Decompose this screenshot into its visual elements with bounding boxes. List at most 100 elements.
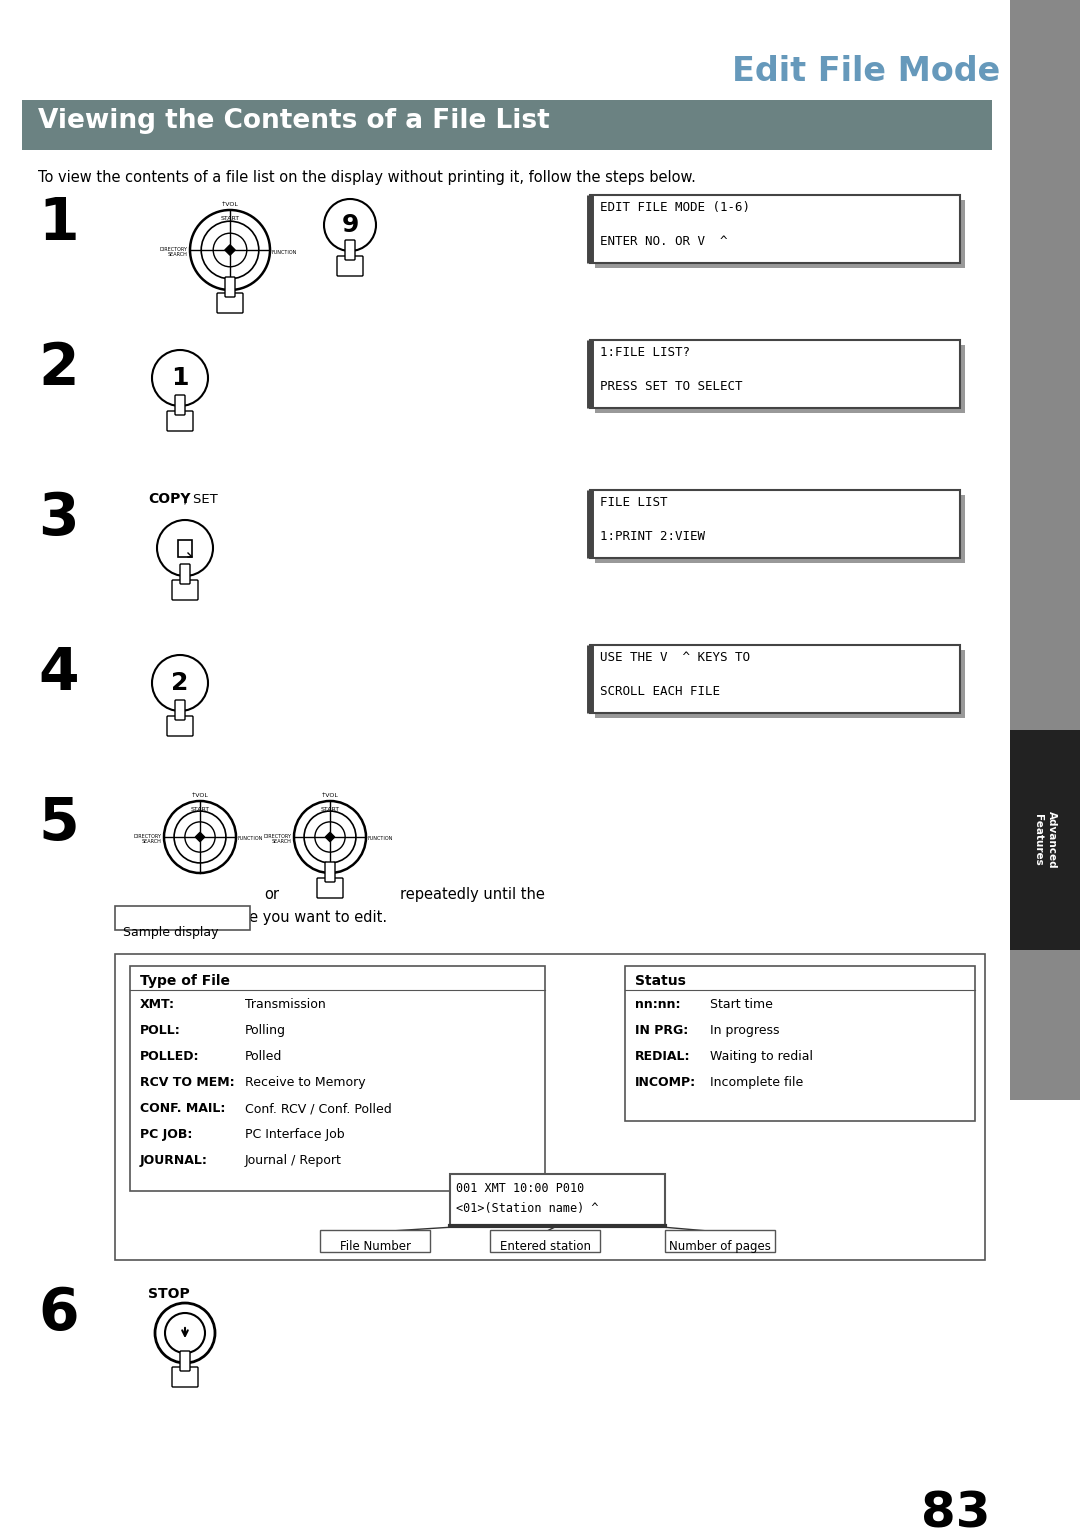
Text: Status: Status [635, 973, 686, 989]
Text: 1:PRINT 2:VIEW: 1:PRINT 2:VIEW [600, 530, 705, 542]
FancyBboxPatch shape [180, 1351, 190, 1371]
Text: repeatedly until the: repeatedly until the [400, 886, 545, 902]
Text: nn:nn:: nn:nn: [635, 998, 680, 1012]
Text: 9: 9 [341, 212, 359, 237]
Text: PRESS SET TO SELECT: PRESS SET TO SELECT [600, 380, 743, 393]
Text: 6: 6 [38, 1285, 79, 1342]
FancyBboxPatch shape [22, 99, 993, 150]
Text: STOP: STOP [148, 1287, 190, 1300]
FancyBboxPatch shape [665, 1230, 775, 1251]
Text: REDIAL:: REDIAL: [635, 1050, 690, 1063]
Text: Waiting to redial: Waiting to redial [710, 1050, 813, 1063]
Text: Number of pages: Number of pages [670, 1241, 771, 1253]
FancyBboxPatch shape [345, 240, 355, 260]
Text: START: START [321, 807, 339, 811]
FancyBboxPatch shape [1010, 730, 1080, 950]
Circle shape [315, 822, 346, 853]
Text: ↑VOL: ↑VOL [221, 202, 239, 206]
Text: Polled: Polled [245, 1050, 282, 1063]
Text: DIRECTORY
SEARCH: DIRECTORY SEARCH [264, 834, 292, 845]
Text: PC Interface Job: PC Interface Job [245, 1128, 345, 1141]
FancyBboxPatch shape [225, 277, 235, 296]
FancyBboxPatch shape [1010, 0, 1080, 1100]
Text: USE THE V  ^ KEYS TO: USE THE V ^ KEYS TO [600, 651, 750, 665]
FancyBboxPatch shape [172, 581, 198, 601]
Text: START: START [190, 807, 210, 811]
Text: 3: 3 [38, 490, 79, 547]
Text: Sample display: Sample display [123, 926, 218, 940]
Text: ↑VOL: ↑VOL [191, 793, 208, 798]
FancyBboxPatch shape [590, 196, 960, 263]
FancyBboxPatch shape [167, 717, 193, 736]
FancyBboxPatch shape [114, 906, 249, 931]
Text: Advanced
Features: Advanced Features [1034, 811, 1056, 869]
Text: 1:FILE LIST?: 1:FILE LIST? [600, 345, 690, 359]
Text: CONF. MAIL:: CONF. MAIL: [140, 1102, 226, 1115]
Text: POLL:: POLL: [140, 1024, 180, 1038]
Circle shape [213, 234, 247, 267]
FancyBboxPatch shape [595, 200, 966, 267]
Text: POLLED:: POLLED: [140, 1050, 200, 1063]
Text: In progress: In progress [710, 1024, 780, 1038]
Text: Start time: Start time [710, 998, 773, 1012]
Circle shape [156, 1303, 215, 1363]
Text: Entered station: Entered station [499, 1241, 591, 1253]
FancyBboxPatch shape [450, 1174, 665, 1225]
Text: FUNCTION: FUNCTION [238, 836, 264, 842]
FancyBboxPatch shape [175, 396, 185, 416]
Polygon shape [225, 244, 235, 255]
Text: 1: 1 [172, 367, 189, 390]
Text: To view the contents of a file list on the display without printing it, follow t: To view the contents of a file list on t… [38, 170, 696, 185]
FancyBboxPatch shape [590, 490, 960, 558]
FancyBboxPatch shape [590, 341, 960, 408]
Text: File Number: File Number [339, 1241, 410, 1253]
Circle shape [165, 1313, 205, 1352]
Circle shape [152, 656, 208, 711]
Text: 4: 4 [38, 645, 79, 701]
Text: <01>(Station name) ^: <01>(Station name) ^ [456, 1203, 598, 1215]
Text: / SET: / SET [180, 492, 218, 504]
FancyBboxPatch shape [325, 862, 335, 882]
Text: 2: 2 [172, 671, 189, 695]
FancyBboxPatch shape [595, 495, 966, 562]
FancyBboxPatch shape [130, 966, 545, 1190]
FancyBboxPatch shape [217, 293, 243, 313]
Text: XMT:: XMT: [140, 998, 175, 1012]
Text: START: START [220, 215, 240, 222]
Text: Viewing the Contents of a File List: Viewing the Contents of a File List [38, 108, 550, 134]
Text: Edit File Mode: Edit File Mode [732, 55, 1000, 89]
Text: ENTER NO. OR V  ^: ENTER NO. OR V ^ [600, 235, 728, 248]
Polygon shape [325, 833, 335, 842]
Text: PC JOB:: PC JOB: [140, 1128, 192, 1141]
Text: RCV TO MEM:: RCV TO MEM: [140, 1076, 234, 1089]
Text: Conf. RCV / Conf. Polled: Conf. RCV / Conf. Polled [245, 1102, 392, 1115]
Text: Journal / Report: Journal / Report [245, 1154, 342, 1167]
FancyBboxPatch shape [320, 1230, 430, 1251]
FancyBboxPatch shape [175, 700, 185, 720]
Text: IN PRG:: IN PRG: [635, 1024, 688, 1038]
Text: Incomplete file: Incomplete file [710, 1076, 804, 1089]
Text: FILE LIST: FILE LIST [600, 497, 667, 509]
Text: DIRECTORY
SEARCH: DIRECTORY SEARCH [134, 834, 162, 845]
FancyBboxPatch shape [318, 879, 343, 898]
Text: 2: 2 [38, 341, 79, 397]
FancyBboxPatch shape [625, 966, 975, 1122]
Text: Polling: Polling [245, 1024, 286, 1038]
Text: or: or [265, 886, 280, 902]
Text: 83: 83 [920, 1490, 990, 1528]
FancyBboxPatch shape [114, 953, 985, 1261]
Text: SCROLL EACH FILE: SCROLL EACH FILE [600, 685, 720, 698]
Circle shape [157, 520, 213, 576]
Polygon shape [195, 833, 205, 842]
Text: Transmission: Transmission [245, 998, 326, 1012]
FancyBboxPatch shape [590, 645, 960, 714]
Text: INCOMP:: INCOMP: [635, 1076, 697, 1089]
Circle shape [185, 822, 215, 853]
Text: JOURNAL:: JOURNAL: [140, 1154, 207, 1167]
Text: ↑VOL: ↑VOL [321, 793, 339, 798]
FancyBboxPatch shape [337, 257, 363, 277]
Circle shape [152, 350, 208, 406]
FancyBboxPatch shape [490, 1230, 600, 1251]
Text: Type of File: Type of File [140, 973, 230, 989]
Circle shape [324, 199, 376, 251]
